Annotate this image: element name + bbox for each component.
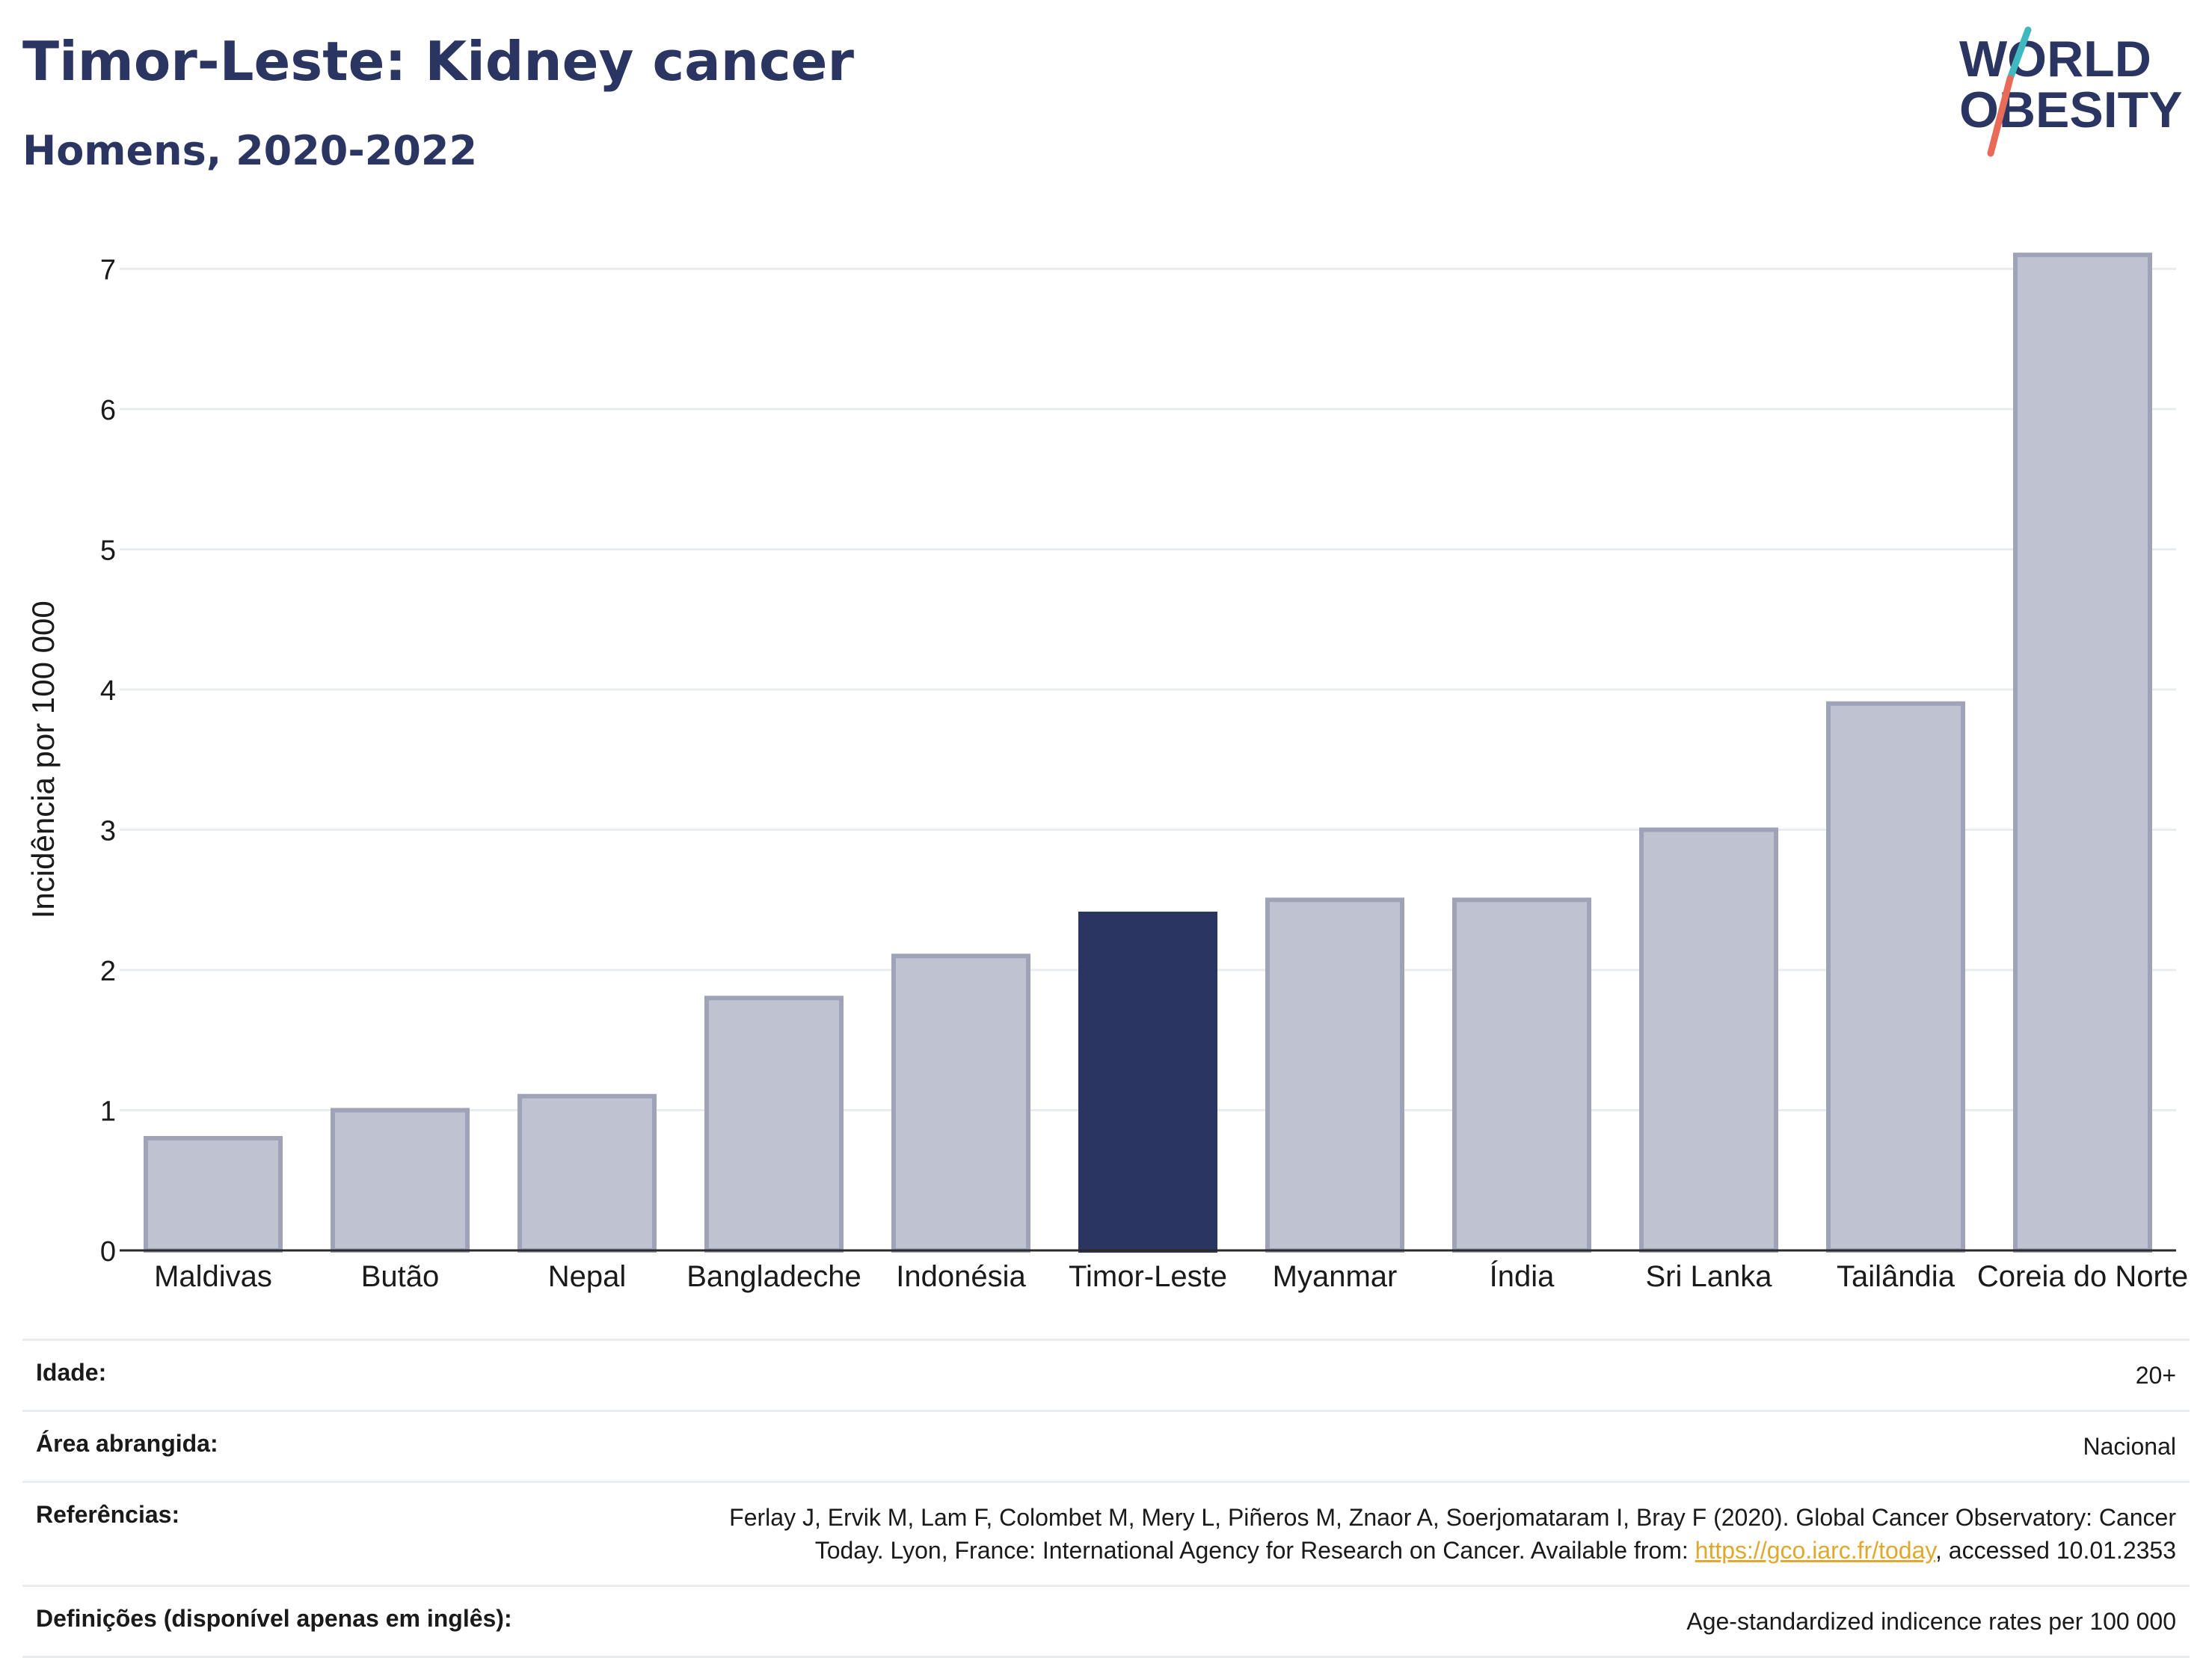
bar-timor-leste xyxy=(1078,912,1217,1253)
x-tick-label: Índia xyxy=(1490,1259,1555,1293)
area-label: Área abrangida: xyxy=(36,1430,218,1457)
y-tick-label: 4 xyxy=(100,675,116,707)
x-tick-label: Timor-Leste xyxy=(1069,1260,1227,1293)
y-tick-labels: 0 1 2 3 4 5 6 7 xyxy=(100,255,116,1268)
world-obesity-logo: WORLD OBESITY xyxy=(1959,26,2183,157)
y-tick-label: 5 xyxy=(100,535,116,567)
info-row-references: Referências: Ferlay J, Ervik M, Lam F, C… xyxy=(22,1482,2190,1586)
logo-slash-teal xyxy=(2006,26,2032,82)
bar-myanmar xyxy=(1265,897,1404,1253)
x-tick-label: Indonésia xyxy=(896,1260,1026,1293)
x-tick-label: Sri Lanka xyxy=(1646,1260,1773,1293)
y-tick-label: 2 xyxy=(100,956,116,987)
bar-nepal xyxy=(517,1093,657,1253)
area-value: Nacional xyxy=(2083,1433,2176,1460)
info-table: Idade: 20+ Área abrangida: Nacional Refe… xyxy=(22,1339,2190,1658)
definitions-label: Definições (disponível apenas em inglês)… xyxy=(36,1605,512,1632)
bar-coreia-do-norte xyxy=(2013,252,2152,1253)
chart-title: Timor-Leste: Kidney cancer xyxy=(22,30,854,93)
bar-maldivas xyxy=(144,1136,283,1253)
x-tick-labels: Maldivas Butão Nepal Bangladeche Indonésia Ti… xyxy=(154,1259,2188,1293)
x-tick-label: Nepal xyxy=(548,1260,627,1293)
references-link[interactable]: https://gco.iarc.fr/today xyxy=(1695,1537,1935,1564)
info-row-area: Área abrangida: Nacional xyxy=(22,1410,2190,1482)
definitions-value: Age-standardized indicence rates per 100… xyxy=(1686,1608,2176,1635)
info-row-age: Idade: 20+ xyxy=(22,1339,2190,1411)
references-value: Ferlay J, Ervik M, Lam F, Colombet M, Me… xyxy=(648,1482,2190,1586)
x-tick-label: Coreia do Norte xyxy=(1977,1260,2188,1293)
x-tick-label: Maldivas xyxy=(154,1260,272,1293)
bar-chart: 0 1 2 3 4 5 6 7 Maldivas Butão Nepal Bangladeche In… xyxy=(25,252,2188,1293)
references-text: Ferlay J, Ervik M, Lam F, Colombet M, Me… xyxy=(729,1504,2176,1564)
chart-subtitle: Homens, 2020-2022 xyxy=(22,127,478,174)
bar-sri-lanka xyxy=(1639,827,1778,1253)
y-tick-label: 0 xyxy=(100,1236,116,1268)
y-tick-label: 7 xyxy=(100,255,116,286)
age-label: Idade: xyxy=(36,1359,107,1386)
logo-text-world: WORLD xyxy=(1959,31,2151,87)
y-tick-label: 6 xyxy=(100,395,116,426)
age-value: 20+ xyxy=(2135,1362,2176,1389)
bar-indonésia xyxy=(891,954,1030,1253)
bar-bangladeche xyxy=(704,995,844,1253)
references-label: Referências: xyxy=(36,1501,180,1528)
bars xyxy=(144,252,2152,1253)
info-row-definitions: Definições (disponível apenas em inglês)… xyxy=(22,1585,2190,1657)
bar-tailândia xyxy=(1826,701,1965,1253)
y-tick-label: 3 xyxy=(100,816,116,847)
x-tick-label: Myanmar xyxy=(1273,1260,1398,1293)
y-tick-label: 1 xyxy=(100,1096,116,1128)
references-accessed: , accessed 10.01.2353 xyxy=(1935,1537,2176,1564)
bar-butão xyxy=(331,1108,470,1253)
logo-slash-coral xyxy=(1987,75,2014,157)
x-tick-label: Tailândia xyxy=(1837,1260,1956,1293)
x-tick-label: Bangladeche xyxy=(686,1260,861,1293)
bar-índia xyxy=(1452,897,1591,1253)
x-tick-label: Butão xyxy=(361,1260,440,1293)
y-axis-label: Incidência por 100 000 xyxy=(25,601,61,918)
